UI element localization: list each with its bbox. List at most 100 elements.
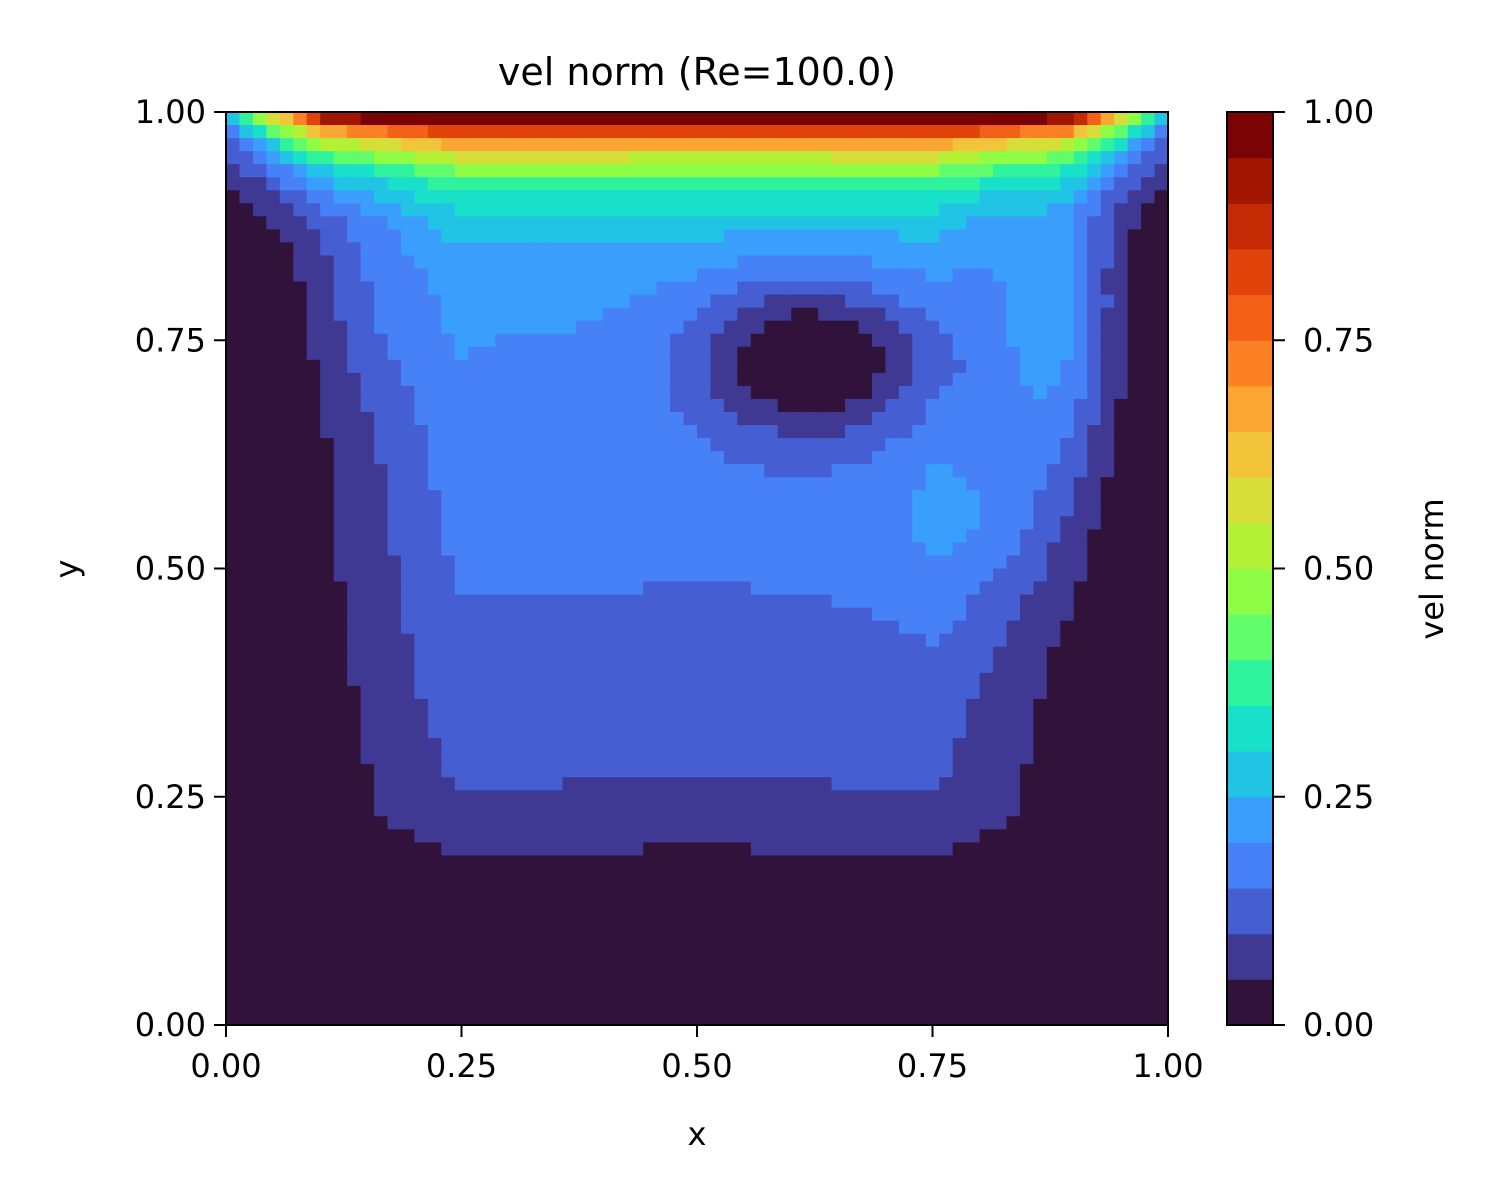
field-cell bbox=[575, 711, 590, 726]
field-cell bbox=[818, 946, 833, 961]
field-cell bbox=[939, 138, 954, 152]
field-cell bbox=[1073, 477, 1088, 491]
field-cell bbox=[414, 529, 429, 544]
field-cell bbox=[347, 464, 362, 478]
field-cell bbox=[1087, 216, 1102, 230]
field-cell bbox=[1033, 516, 1048, 530]
field-cell bbox=[979, 607, 994, 622]
field-cell bbox=[858, 490, 873, 504]
field-cell bbox=[333, 855, 348, 870]
field-cell bbox=[723, 503, 738, 517]
field-cell bbox=[522, 998, 537, 1013]
field-cell bbox=[643, 138, 658, 152]
field-cell bbox=[1114, 581, 1129, 596]
field-cell bbox=[952, 216, 967, 230]
field-cell bbox=[306, 620, 321, 635]
field-cell bbox=[522, 842, 537, 857]
field-cell bbox=[777, 711, 792, 726]
field-cell bbox=[548, 294, 564, 309]
field-cell bbox=[427, 216, 442, 230]
field-cell bbox=[293, 659, 308, 674]
field-cell bbox=[1100, 425, 1115, 439]
field-cell bbox=[441, 855, 456, 870]
field-cell bbox=[293, 1011, 308, 1025]
field-cell bbox=[1141, 777, 1156, 791]
field-cell bbox=[441, 738, 456, 752]
field-cell bbox=[427, 933, 442, 948]
field-cell bbox=[804, 568, 819, 583]
field-cell bbox=[697, 607, 712, 622]
field-cell bbox=[764, 594, 779, 609]
field-cell bbox=[1127, 972, 1142, 987]
field-cell bbox=[1019, 255, 1035, 270]
field-cell bbox=[1033, 907, 1048, 922]
field-cell bbox=[858, 633, 873, 648]
field-cell bbox=[845, 829, 860, 843]
field-cell bbox=[293, 907, 308, 922]
field-cell bbox=[347, 425, 362, 439]
field-cell bbox=[697, 868, 712, 883]
field-cell bbox=[293, 764, 308, 778]
field-cell bbox=[400, 594, 415, 609]
field-cell bbox=[670, 1011, 685, 1025]
field-cell bbox=[1154, 868, 1168, 883]
field-cell bbox=[602, 307, 617, 322]
field-cell bbox=[320, 985, 335, 1000]
field-cell bbox=[441, 711, 456, 726]
field-cell bbox=[400, 385, 415, 400]
field-cell bbox=[858, 685, 873, 700]
field-cell bbox=[266, 516, 281, 530]
field-cell bbox=[952, 907, 967, 922]
field-cell bbox=[266, 372, 281, 387]
field-cell bbox=[508, 320, 523, 335]
field-cell bbox=[683, 385, 698, 400]
field-cell bbox=[239, 816, 254, 830]
field-cell bbox=[966, 933, 981, 948]
field-cell bbox=[1019, 894, 1035, 909]
field-cell bbox=[1006, 294, 1021, 309]
field-cell bbox=[670, 242, 685, 257]
field-cell bbox=[374, 138, 389, 152]
field-cell bbox=[670, 255, 685, 270]
field-cell bbox=[535, 281, 550, 296]
field-cell bbox=[643, 594, 658, 609]
field-cell bbox=[1141, 333, 1156, 348]
field-cell bbox=[239, 125, 254, 139]
field-cell bbox=[764, 216, 779, 230]
field-cell bbox=[508, 294, 523, 309]
field-cell bbox=[1100, 568, 1115, 583]
field-cell bbox=[898, 516, 913, 530]
field-cell bbox=[737, 581, 752, 596]
field-cell bbox=[1100, 607, 1115, 622]
field-cell bbox=[777, 620, 792, 635]
field-cell bbox=[710, 881, 725, 896]
field-cell bbox=[831, 607, 846, 622]
field-cell bbox=[791, 620, 806, 635]
field-cell bbox=[993, 242, 1008, 257]
field-cell bbox=[548, 620, 564, 635]
field-cell bbox=[616, 385, 631, 400]
field-cell bbox=[1046, 764, 1061, 778]
field-cell bbox=[1073, 438, 1088, 452]
field-cell bbox=[360, 581, 375, 596]
field-cell bbox=[481, 607, 496, 622]
field-cell bbox=[912, 672, 927, 687]
field-cell bbox=[239, 112, 254, 126]
field-cell bbox=[441, 438, 456, 452]
field-cell bbox=[993, 398, 1008, 413]
field-cell bbox=[979, 659, 994, 674]
field-cell bbox=[871, 816, 886, 830]
field-cell bbox=[347, 268, 362, 283]
field-cell bbox=[589, 659, 604, 674]
field-cell bbox=[266, 659, 281, 674]
field-cell bbox=[252, 268, 267, 283]
field-cell bbox=[266, 490, 281, 504]
field-cell bbox=[562, 738, 577, 752]
field-cell bbox=[871, 568, 886, 583]
field-cell bbox=[925, 320, 940, 335]
field-cell bbox=[952, 998, 967, 1013]
field-cell bbox=[481, 112, 496, 126]
field-cell bbox=[898, 425, 913, 439]
field-cell bbox=[952, 738, 967, 752]
field-cell bbox=[602, 516, 617, 530]
